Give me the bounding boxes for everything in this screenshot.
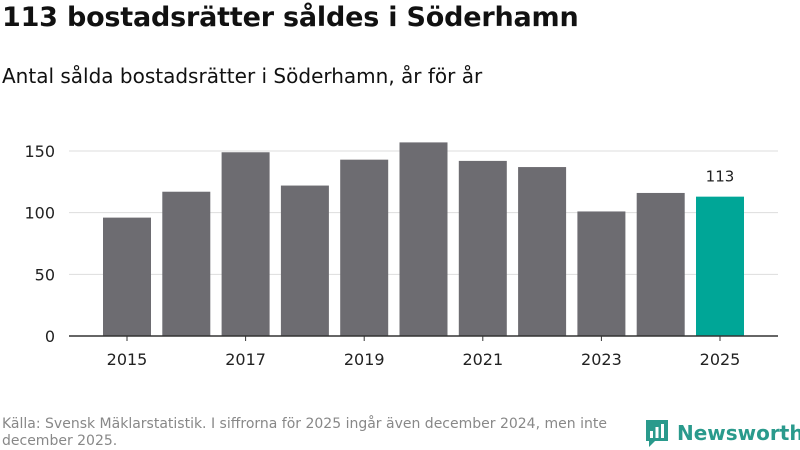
bar-2018 (280, 185, 329, 336)
data-labels: 113 (706, 168, 735, 186)
x-tick-label-2025: 2025 (700, 350, 741, 369)
bar-2023 (577, 211, 626, 336)
y-tick-label-150: 150 (24, 142, 55, 161)
bar-2016 (162, 191, 211, 336)
y-axis-ticks: 0 50 100 150 (24, 142, 55, 346)
bar-2021 (458, 160, 507, 336)
x-axis-ticks: 2015 2017 2019 2021 2023 2025 (107, 336, 741, 369)
y-tick-label-0: 0 (45, 327, 55, 346)
bar-2019 (340, 159, 389, 336)
bar-2024 (636, 192, 685, 336)
brand-logo: Newsworthy (644, 417, 800, 449)
chart-subtitle: Antal sålda bostadsrätter i Söderhamn, å… (2, 64, 483, 88)
x-tick-label-2017: 2017 (225, 350, 266, 369)
x-tick-label-2023: 2023 (581, 350, 622, 369)
bar-2015 (103, 217, 151, 336)
bar-2025 (696, 196, 744, 336)
bar-2022 (518, 167, 567, 336)
x-tick-label-2015: 2015 (107, 350, 148, 369)
bar-chart: 0 50 100 150 2015 2017 2019 2021 2023 2025 113 (24, 142, 778, 369)
y-tick-label-100: 100 (24, 204, 55, 223)
bar-2020 (399, 142, 448, 336)
bar-chart-speech-bubble-icon (646, 420, 668, 447)
bars (103, 142, 744, 336)
chart-title: 113 bostadsrätter såldes i Söderhamn (2, 2, 579, 33)
brand-name: Newsworthy (677, 421, 800, 445)
bar-2017 (221, 152, 270, 336)
data-label-2025: 113 (706, 168, 735, 186)
x-tick-label-2021: 2021 (462, 350, 503, 369)
source-note: Källa: Svensk Mäklarstatistik. I siffror… (2, 416, 607, 449)
y-tick-label-50: 50 (35, 265, 55, 284)
x-tick-label-2019: 2019 (344, 350, 385, 369)
